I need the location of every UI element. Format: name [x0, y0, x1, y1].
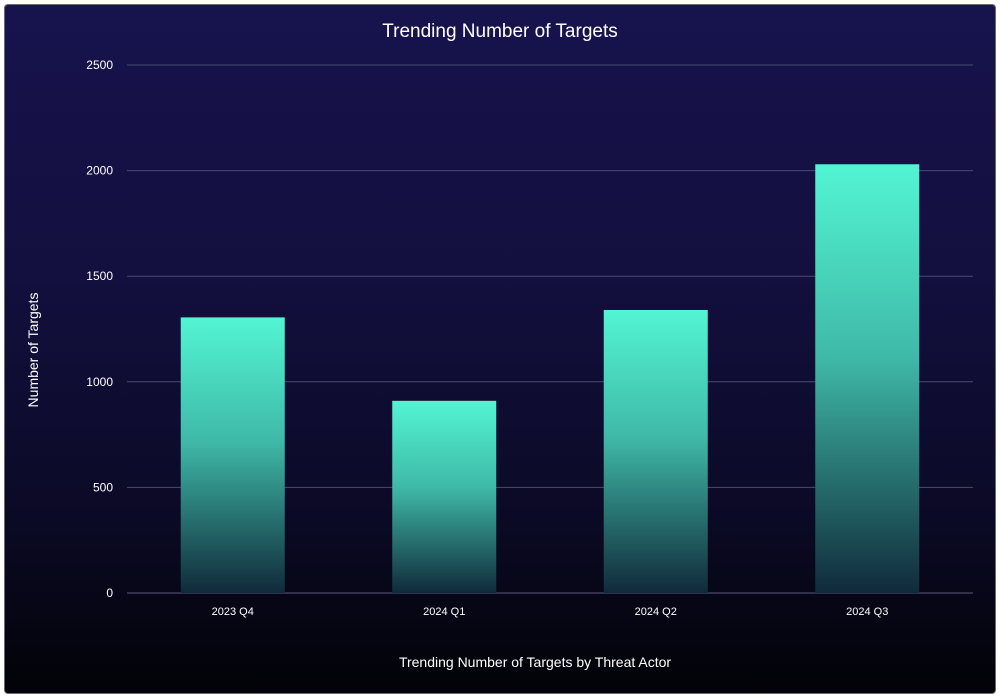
bar-2023-q4 [180, 317, 285, 593]
y-tick-label: 2500 [86, 58, 113, 72]
y-axis-label: Number of Targets [25, 293, 41, 408]
y-tick-label: 500 [93, 480, 113, 494]
y-tick-label: 0 [106, 586, 113, 600]
y-tick-label: 1500 [86, 269, 113, 283]
bar-chart: Trending Number of Targets 0 500 1000 1500 2… [25, 21, 973, 670]
x-tick-label: 2024 Q3 [846, 606, 888, 618]
x-axis-ticks: 2023 Q4 2024 Q1 2024 Q2 2024 Q3 [212, 606, 889, 618]
x-tick-label: 2023 Q4 [212, 606, 254, 618]
bar-2024-q3 [815, 164, 920, 594]
x-tick-label: 2024 Q2 [635, 606, 677, 618]
y-axis-ticks: 0 500 1000 1500 2000 2500 [86, 58, 113, 600]
chart-frame: Trending Number of Targets 0 500 1000 1500 2… [4, 4, 996, 694]
x-tick-label: 2024 Q1 [423, 606, 465, 618]
x-axis-label: Trending Number of Targets by Threat Act… [399, 654, 671, 670]
y-tick-label: 1000 [86, 375, 113, 389]
chart-title: Trending Number of Targets [382, 21, 618, 42]
bars [180, 164, 920, 594]
bar-2024-q1 [392, 400, 497, 593]
bar-2024-q2 [603, 309, 708, 593]
y-tick-label: 2000 [86, 164, 113, 178]
